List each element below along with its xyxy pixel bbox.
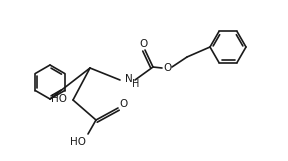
Text: HO: HO (51, 94, 67, 104)
Text: O: O (140, 39, 148, 49)
Text: HO: HO (70, 137, 86, 147)
Text: O: O (119, 99, 127, 109)
Text: N: N (125, 74, 133, 84)
Text: H: H (132, 79, 139, 89)
Text: O: O (163, 63, 171, 73)
